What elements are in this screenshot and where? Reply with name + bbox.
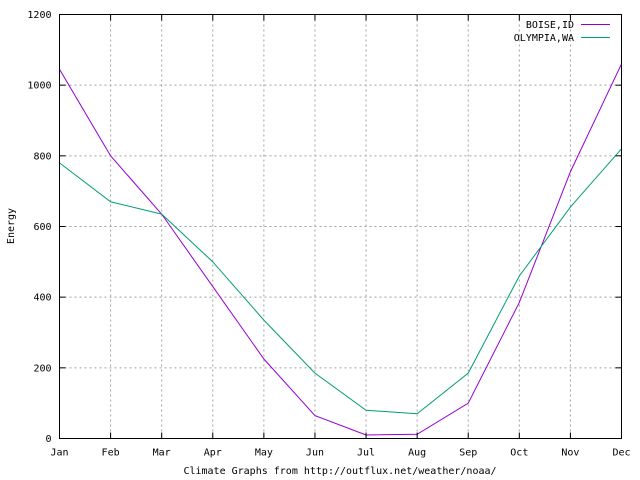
x-tick-label: Jan — [50, 448, 68, 459]
x-tick-label: Apr — [204, 448, 222, 459]
y-axis-label: Energy — [6, 208, 17, 244]
x-axis-ticks: Jan Feb Mar Apr May Jun Jul Aug Sep Oct Nov Dec — [50, 14, 631, 459]
y-axis-ticks: 0 200 400 600 800 1000 1200 — [27, 10, 622, 445]
x-tick-label: Feb — [102, 448, 120, 459]
x-tick-label: Jun — [306, 448, 324, 459]
x-tick-label: Dec — [612, 448, 630, 459]
y-tick-label: 400 — [33, 293, 51, 304]
legend: BOISE,ID OLYMPIA,WA — [514, 20, 610, 44]
series-line-2 — [59, 148, 622, 415]
series-line-1 — [59, 63, 622, 436]
y-tick-label: 1000 — [27, 81, 51, 92]
x-tick-label: Aug — [408, 448, 426, 459]
y-tick-label: 1200 — [27, 10, 51, 21]
y-tick-label: 800 — [33, 151, 51, 162]
x-tick-label: May — [255, 448, 273, 459]
x-axis-label: Climate Graphs from http://outflux.net/w… — [183, 466, 496, 477]
x-tick-label: Mar — [153, 448, 171, 459]
grid — [59, 14, 622, 439]
x-tick-label: Oct — [510, 448, 528, 459]
y-tick-label: 200 — [33, 363, 51, 374]
x-tick-label: Nov — [561, 448, 579, 459]
legend-label: OLYMPIA,WA — [514, 33, 574, 44]
series-lines — [59, 63, 622, 436]
x-tick-label: Jul — [357, 448, 375, 459]
y-tick-label: 0 — [45, 434, 51, 445]
x-tick-label: Sep — [459, 448, 477, 459]
y-tick-label: 600 — [33, 222, 51, 233]
legend-label: BOISE,ID — [526, 20, 574, 31]
